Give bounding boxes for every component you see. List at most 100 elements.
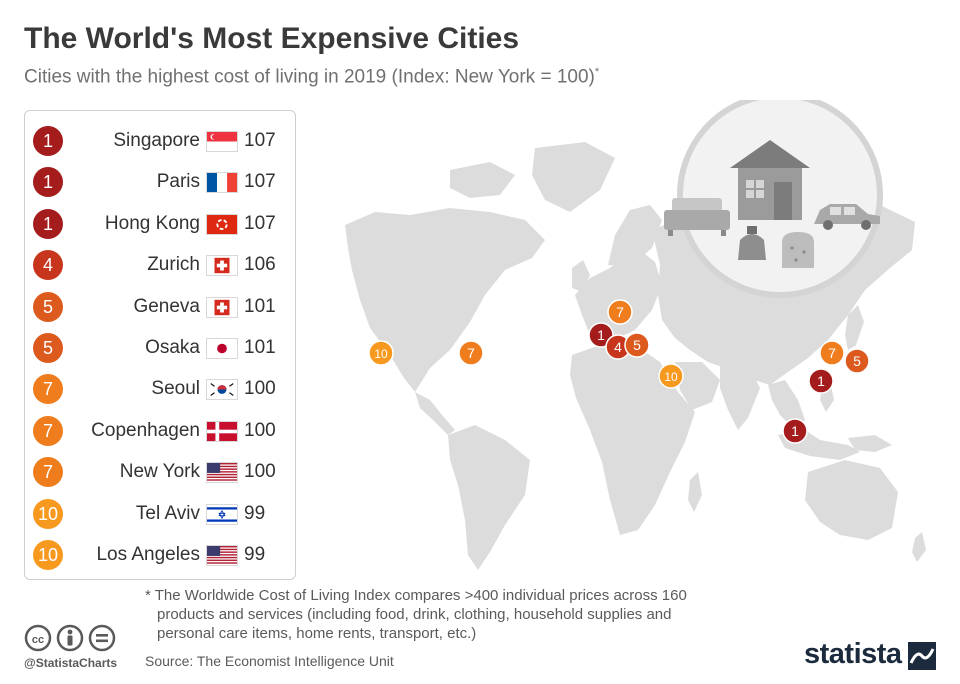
city-name: Los Angeles — [96, 544, 200, 565]
rank-badge: 7 — [33, 415, 63, 446]
statista-logo-text: statista — [804, 638, 902, 670]
ranking-row: 5 Geneva 101 — [25, 291, 297, 323]
map-marker-dot — [844, 348, 870, 374]
usa-flag-icon — [206, 545, 238, 566]
denmark-flag-icon — [206, 420, 238, 442]
footnote-line: * The Worldwide Cost of Living Index com… — [145, 587, 687, 604]
statista-logo[interactable]: statista — [804, 638, 936, 674]
rank-badge: 10 — [33, 498, 63, 529]
ranking-row: 4 Zurich 106 — [25, 249, 297, 281]
map-marker-label: 7 — [828, 345, 836, 361]
city-name: Singapore — [113, 130, 200, 151]
ranking-row: 1 Singapore 107 — [25, 125, 297, 157]
index-value: 107 — [244, 212, 276, 234]
footnote-line: products and services (including food, d… — [157, 606, 672, 623]
map-marker: 7 — [607, 299, 633, 325]
map-marker: 10 — [368, 340, 394, 366]
map-marker-label: 1 — [597, 327, 605, 343]
ranking-row: 7 Copenhagen 100 — [25, 415, 297, 447]
city-name: Geneva — [133, 295, 200, 317]
map-marker-label: 1 — [791, 423, 799, 439]
map-marker: 7 — [458, 340, 484, 366]
usa-flag-icon — [206, 462, 238, 484]
map-marker-dot — [368, 340, 394, 366]
map-marker-dot — [819, 340, 845, 366]
rank-badge: 1 — [33, 208, 63, 239]
city-name: Paris — [156, 171, 200, 193]
map-marker-label: 5 — [633, 337, 641, 353]
map-marker-label: 7 — [467, 345, 475, 361]
map-marker-label: 10 — [664, 370, 678, 384]
map-marker-dot — [808, 368, 834, 394]
switzerland-flag-icon — [206, 255, 238, 277]
house-icon — [730, 140, 810, 220]
city-name: Hong Kong — [104, 212, 200, 234]
cc-icon: cc — [24, 624, 52, 652]
map-marker: 5 — [844, 348, 870, 374]
map-marker-label: 10 — [374, 347, 388, 361]
rank-badge: 1 — [33, 167, 63, 198]
map-marker-label: 4 — [614, 339, 622, 355]
map-marker: 1 — [808, 368, 834, 394]
rank-badge: 1 — [33, 126, 63, 156]
rank-badge: 7 — [33, 374, 63, 405]
map-marker: 1 — [782, 418, 808, 444]
switzerland-flag-icon — [206, 296, 238, 318]
map-marker-dot — [658, 363, 684, 389]
city-name: Seoul — [151, 378, 200, 400]
ranking-panel: 1 Singapore 107 1 Paris 107 1 Hong Kong 107 4 Zuri… — [24, 110, 296, 580]
map-marker-label: 7 — [616, 304, 624, 320]
ranking-row: 7 Seoul 100 — [25, 373, 297, 405]
statista-handle: @StatistaCharts — [24, 656, 118, 670]
city-name: New York — [119, 461, 200, 483]
cost-illustration — [664, 100, 883, 298]
ranking-row: 1 Hong Kong 107 — [25, 208, 297, 240]
subtitle-text: Cities with the highest cost of living i… — [24, 66, 595, 88]
footnote-line: personal care items, home rents, transpo… — [157, 625, 477, 642]
index-value: 106 — [244, 254, 276, 276]
hong-kong-flag-icon — [206, 213, 238, 235]
ranking-row: 7 New York 100 — [25, 456, 297, 488]
subtitle-footnote-mark: * — [594, 66, 600, 78]
israel-flag-icon — [206, 503, 238, 525]
index-value: 99 — [244, 502, 266, 524]
map-marker-dot — [624, 332, 650, 358]
city-name: Copenhagen — [91, 419, 200, 441]
map-marker-dot — [607, 299, 633, 325]
attribution-icon — [56, 624, 84, 652]
japan-flag-icon — [206, 338, 238, 359]
map-marker-dot — [458, 340, 484, 366]
index-value: 101 — [244, 295, 276, 317]
svg-text:cc: cc — [32, 634, 44, 646]
ranking-row: 5 Osaka 101 — [25, 332, 297, 364]
rank-badge: 5 — [33, 291, 63, 322]
index-value: 107 — [244, 171, 276, 193]
ranking-row: 10 Tel Aviv 99 — [25, 498, 297, 530]
car-icon — [814, 204, 880, 230]
index-value: 101 — [244, 337, 276, 358]
bread-icon — [782, 232, 814, 268]
chart-subtitle: Cities with the highest cost of living i… — [24, 66, 599, 88]
rank-badge: 5 — [33, 333, 63, 363]
chart-title: The World's Most Expensive Cities — [24, 22, 520, 55]
rank-badge: 4 — [33, 250, 63, 281]
index-value: 100 — [244, 461, 276, 483]
city-name: Tel Aviv — [135, 502, 200, 524]
map-marker: 10 — [658, 363, 684, 389]
ranking-row: 10 Los Angeles 99 — [25, 539, 297, 571]
index-value: 99 — [244, 544, 266, 565]
south-korea-flag-icon — [206, 379, 238, 401]
singapore-flag-icon — [206, 131, 238, 152]
map-marker: 7 — [819, 340, 845, 366]
source-text: Source: The Economist Intelligence Unit — [145, 653, 394, 669]
france-flag-icon — [206, 172, 238, 194]
index-value: 100 — [244, 378, 276, 400]
index-value: 107 — [244, 130, 276, 151]
license-icons: cc — [24, 624, 116, 652]
map-marker-label: 1 — [817, 373, 825, 389]
index-value: 100 — [244, 419, 276, 441]
ranking-row: 1 Paris 107 — [25, 166, 297, 198]
rank-badge: 10 — [33, 540, 63, 570]
bag-icon — [738, 226, 766, 260]
